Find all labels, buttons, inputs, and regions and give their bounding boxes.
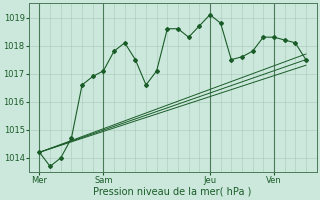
X-axis label: Pression niveau de la mer( hPa ): Pression niveau de la mer( hPa ) <box>93 187 252 197</box>
